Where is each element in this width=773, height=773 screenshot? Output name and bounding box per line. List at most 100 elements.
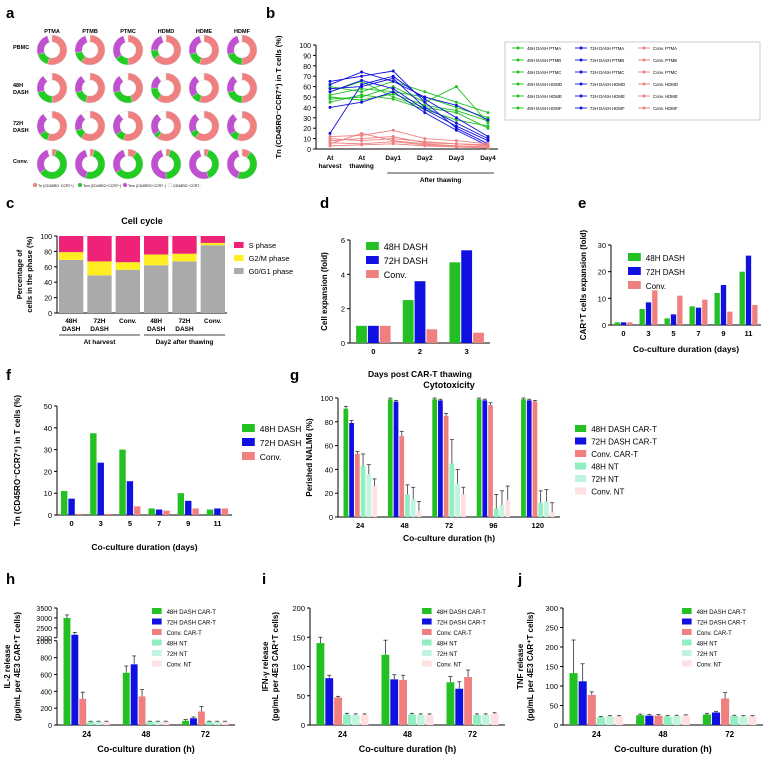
x-tick-label: Conv. [204, 318, 222, 325]
bar [356, 325, 367, 343]
donut-slice [47, 110, 68, 142]
y-axis-label: Percentage of [15, 249, 24, 299]
panel-c: c Cell cycle 0 20 40 60 80 100 Percentage of cel… [6, 195, 293, 346]
bar [185, 500, 192, 515]
legend-label: Conv. PTMA [653, 46, 677, 51]
y-tick-label: 10 [303, 137, 311, 144]
y-tick-label: 0 [329, 513, 333, 522]
legend-label: 72H DASH CAR-T [167, 621, 217, 627]
bar [192, 508, 199, 515]
data-point [328, 83, 332, 87]
legend-label: 48H DASH CAR-T [697, 610, 747, 616]
bar-segment [59, 236, 84, 253]
bar [455, 688, 464, 725]
legend-label: 48H DASH CAR-T [167, 610, 217, 616]
bar [104, 513, 112, 515]
donut-slice [156, 110, 167, 120]
donut-slice [37, 90, 53, 104]
legend-label: S phase [249, 241, 277, 250]
bar [464, 677, 472, 725]
panel-letter-e: e [578, 195, 586, 212]
legend-marker [642, 46, 646, 50]
data-point [328, 79, 332, 83]
legend-swatch [152, 639, 162, 646]
x-tick-label: 9 [186, 519, 190, 528]
legend-label: 48H DASH PTMC [527, 70, 561, 75]
data-point [360, 87, 364, 91]
bar [122, 672, 130, 725]
data-point [391, 135, 395, 139]
bar [366, 474, 372, 517]
legend-marker [642, 106, 646, 110]
data-point [454, 111, 458, 115]
panel-i: i 0 50 100 150 200 IFN-γ release (pg/mL per 4E… [261, 571, 505, 754]
series-line [329, 79, 489, 142]
legend-label: Tcm (CD45RO⁺CCR7⁺) [83, 184, 121, 188]
legend-marker [642, 58, 646, 62]
data-point [486, 124, 490, 128]
bar [446, 682, 455, 725]
bar [727, 311, 733, 325]
y-tick-label: 40 [44, 280, 52, 287]
data-point [328, 141, 332, 145]
y-tick-label: 800 [40, 656, 52, 663]
legend-label: Conv. NT [437, 663, 462, 669]
y-tick-label: 80 [303, 64, 311, 71]
legend-marker [516, 46, 520, 50]
data-point [423, 140, 427, 144]
bar [569, 673, 578, 725]
bar [639, 309, 645, 325]
legend-marker [579, 70, 583, 74]
legend-label: Tem (CD45RO⁺CCR7⁻) [128, 184, 166, 188]
chart-title: Cytotoxicity [423, 380, 475, 390]
legend-label: 48H DASH PTMB [527, 58, 561, 63]
bar [449, 463, 455, 517]
bar [63, 617, 71, 725]
legend-label: Conv. NT [167, 663, 192, 669]
y-tick-label: 100 [40, 234, 52, 241]
bar [677, 295, 683, 325]
legend-swatch [422, 660, 432, 667]
bar [645, 715, 654, 725]
legend-label: 72H DASH PTMA [590, 46, 624, 51]
data-point [423, 105, 427, 109]
bar [476, 399, 482, 517]
x-tick-label: 48 [142, 730, 151, 739]
legend-label: 72H DASH PTMB [590, 58, 624, 63]
legend-marker [579, 94, 583, 98]
legend-marker [642, 94, 646, 98]
donut-slice [127, 34, 144, 66]
data-point [360, 83, 364, 87]
series-line [329, 91, 489, 147]
bar [702, 714, 711, 725]
legend-label: 48H DASH [260, 424, 302, 434]
bar [399, 436, 405, 517]
donut-slice [47, 34, 68, 66]
legend-label: 72H DASH [646, 268, 685, 277]
donut-slice [85, 148, 91, 157]
legend-swatch [422, 618, 432, 625]
bar [410, 499, 416, 517]
bar [482, 400, 488, 517]
x-tick-label: 48 [400, 521, 408, 530]
panel-letter-i: i [262, 571, 266, 588]
y-tick-label: 70 [303, 74, 311, 81]
data-point [328, 105, 332, 109]
bar [213, 721, 221, 725]
y-tick-label: 200 [40, 706, 52, 713]
bar [538, 502, 544, 517]
data-point [391, 142, 395, 146]
y-tick-label: 0 [602, 321, 606, 330]
legend-label: Conv. HDME [653, 94, 678, 99]
y-axis-label: IL-2 release [3, 644, 12, 689]
legend-label: G0/G1 phase [249, 267, 294, 276]
data-point [360, 95, 364, 99]
y-tick-label: 1000 [36, 639, 52, 646]
x-tick-label: 48 [403, 730, 412, 739]
legend-swatch [234, 242, 244, 248]
legend-swatch [422, 608, 432, 614]
data-point [454, 124, 458, 128]
x-tick-label: 72H [179, 318, 191, 325]
data-point [454, 103, 458, 107]
bar [449, 262, 461, 343]
